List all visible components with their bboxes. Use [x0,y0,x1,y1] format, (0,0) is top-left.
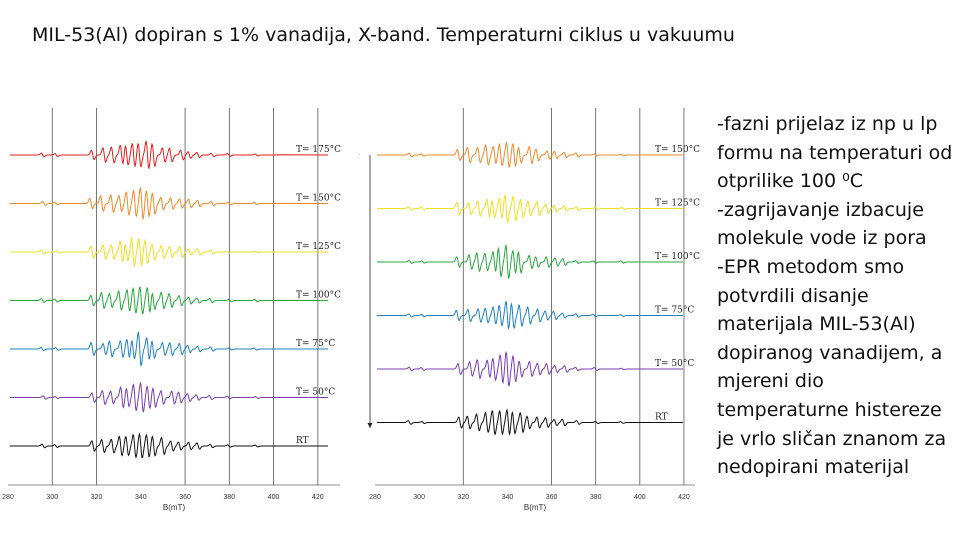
x-tick-label: 300 [46,494,58,501]
series-label: T= 75°C [655,306,694,316]
series-label: T= 100°C [655,252,700,262]
spectrum-line [10,139,329,170]
x-tick-label: 360 [179,494,191,501]
spectrum-line [377,408,683,436]
x-tick-label: 280 [369,494,381,501]
spectrum-line [10,286,329,315]
x-tick-label: 360 [546,494,558,501]
spectrum-line [377,193,683,224]
epr-spectra-heating-chart: 280 300 320 340 360 380 400 420 B(mT) T= 175°C T= … [0,100,360,520]
spectrum-line [10,236,328,268]
series-label: RT [296,436,309,446]
epr-cooling-svg: 280 300 320 340 360 380 400 420 B(mT) T= 150°C T= … [367,108,700,512]
x-tick-label: 400 [634,494,646,501]
bullet-phase-transition: -fazni prijelaz iz np u lp formu na temp… [717,113,953,193]
spectrum-line [377,299,683,330]
epr-spectra-cooling-chart: 280 300 320 340 360 380 400 420 B(mT) T= 150°C T= … [365,100,705,520]
spectrum-line [10,381,328,413]
spectrum-line [377,243,683,280]
series-label: T= 50°C [296,388,335,398]
bullet-breathing-confirmed: -EPR metodom smo potvrdili disanje mater… [717,255,947,479]
arrow-head [359,154,360,155]
series-label: T= 125°C [655,199,700,209]
spectrum-line [377,141,683,168]
x-tick-label: 380 [223,494,235,501]
slide-title: MIL-53(Al) dopiran s 1% vanadija, X-band… [32,24,735,46]
x-tick-label: 340 [502,494,514,501]
x-tick-label: 400 [268,494,280,501]
epr-heating-svg: 280 300 320 340 360 380 400 420 B(mT) T= 175°C T= … [2,108,360,512]
x-axis-title: B(mT) [163,503,186,512]
x-tick-label: 320 [91,494,103,501]
series-label: T= 125°C [296,242,341,252]
series-label: T= 175°C [296,145,341,155]
spectrum-line [10,186,329,221]
series-label: T= 50°C [655,359,694,369]
series-label: T= 150°C [655,145,700,155]
series-label: T= 100°C [296,291,341,301]
x-tick-label: 320 [457,494,469,501]
x-tick-label: 300 [413,494,425,501]
bullet-list: -fazni prijelaz iz np u lp formu na temp… [717,110,957,482]
series-label: T= 75°C [296,339,335,349]
series-label: RT [655,413,668,423]
x-axis-title: B(mT) [524,503,547,512]
spectrum-line [10,432,328,459]
x-tick-label: 340 [135,494,147,501]
x-tick-label: 380 [590,494,602,501]
arrow-head [367,423,373,428]
bullet-water-removal: -zagrijavanje izbacuje molekule vode iz … [717,198,927,250]
x-tick-label: 420 [678,494,690,501]
x-tick-label: 280 [2,494,14,501]
series-label: T= 150°C [296,194,341,204]
spectrum-line [10,331,328,368]
spectrum-line [377,350,683,387]
x-tick-label: 420 [312,494,324,501]
